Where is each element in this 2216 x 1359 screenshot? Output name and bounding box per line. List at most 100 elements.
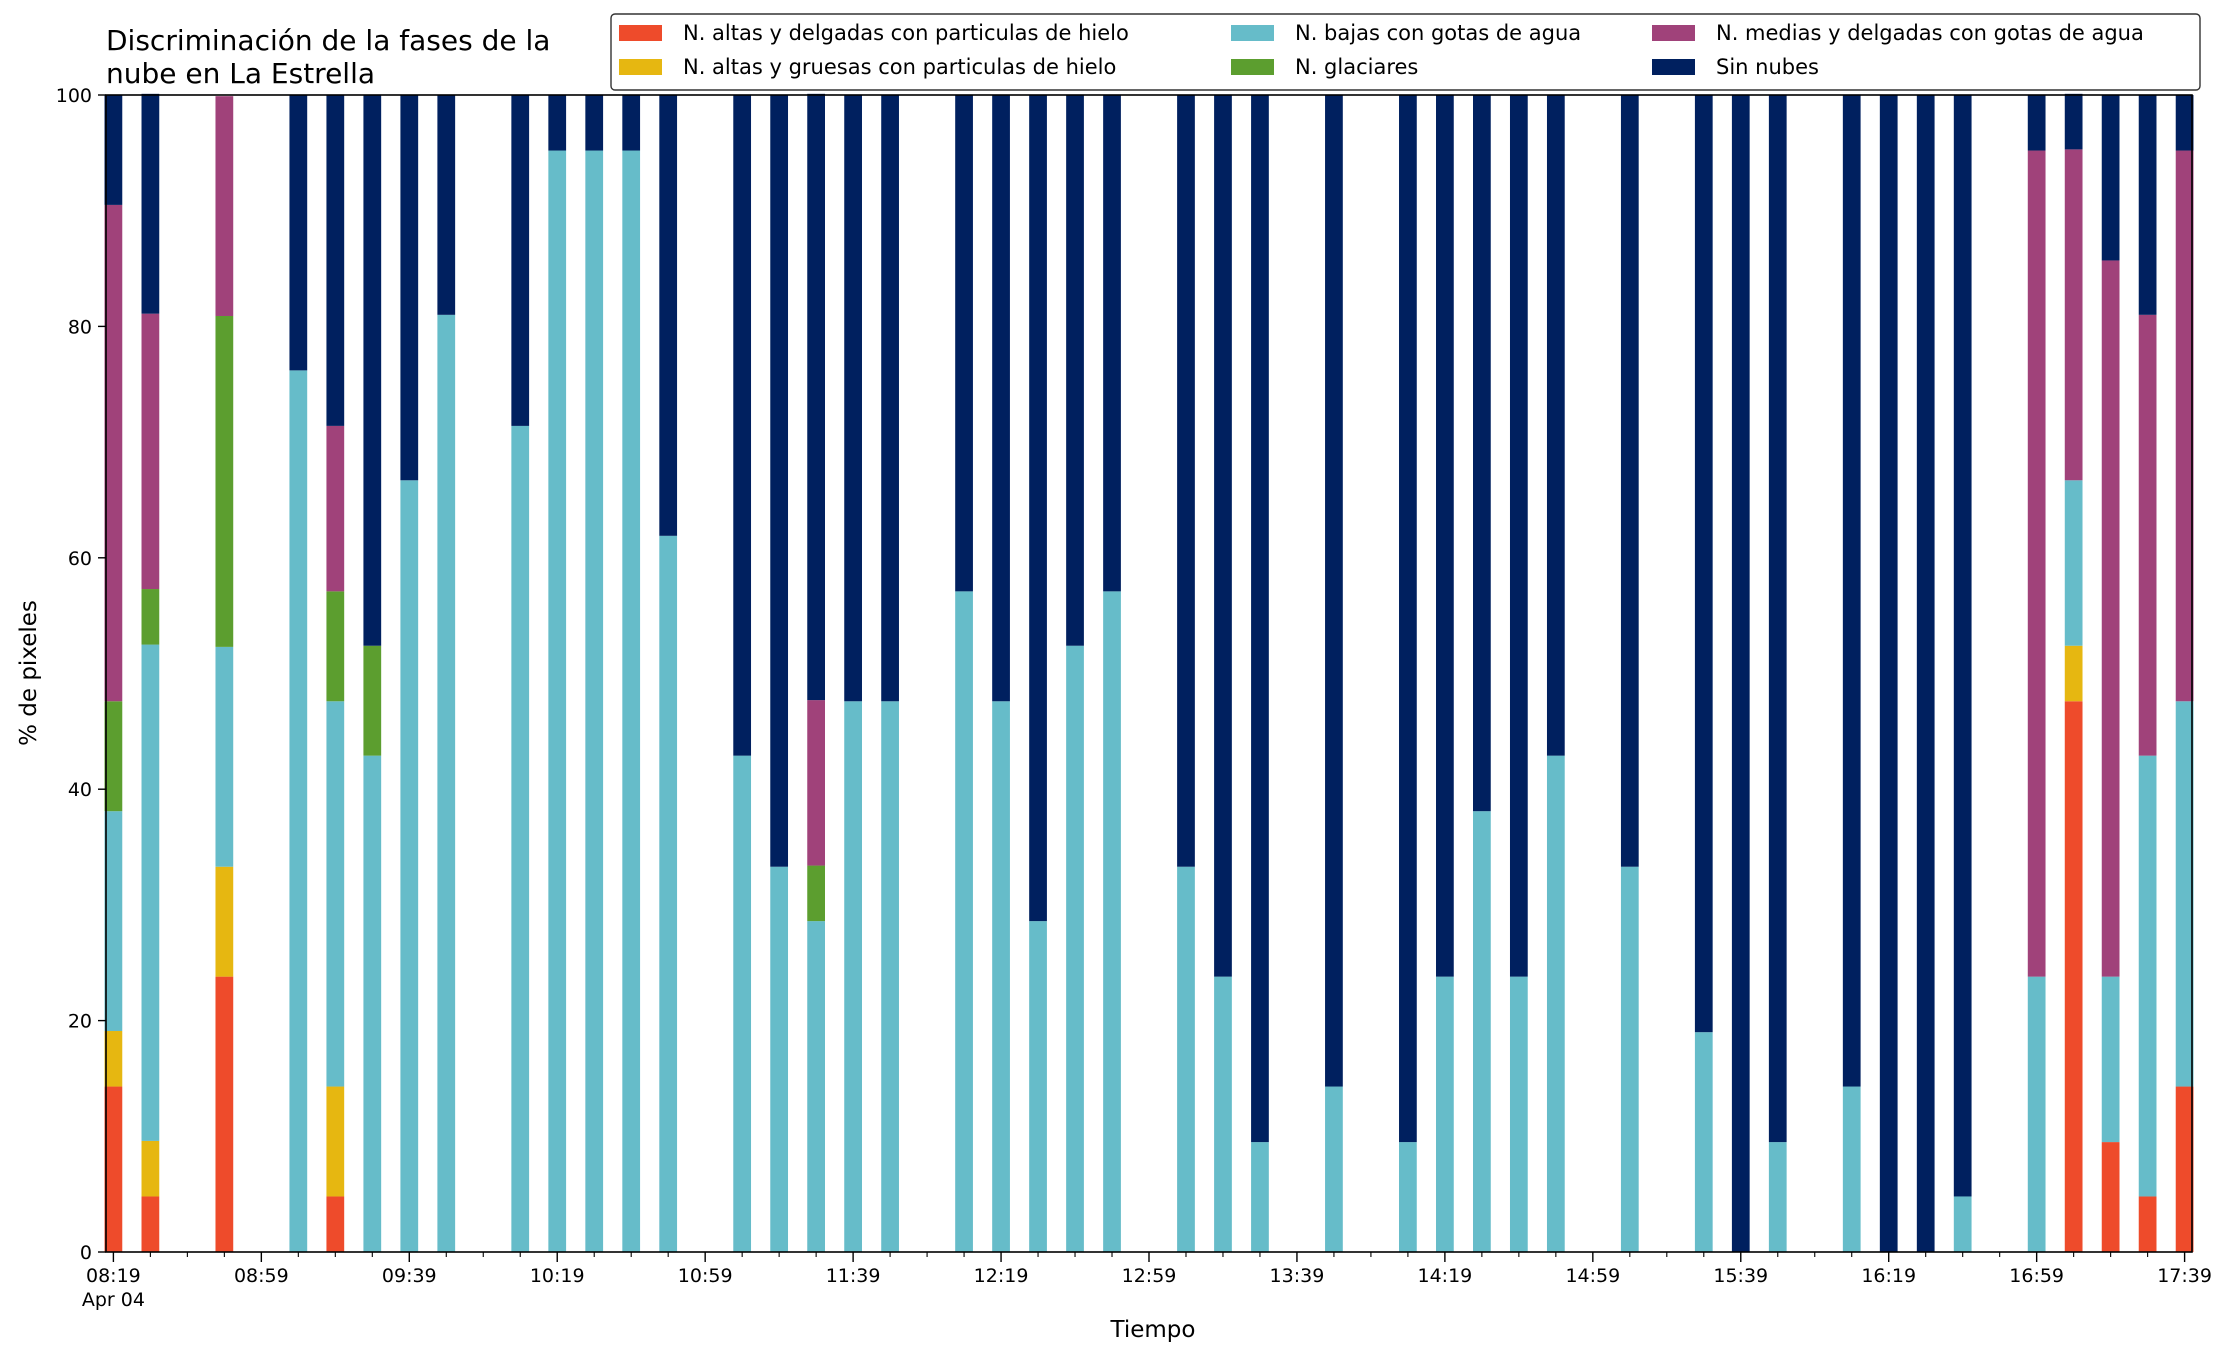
bar-segment <box>437 314 456 1253</box>
bar-segment <box>659 535 678 1252</box>
x-tick-label: 08:19 <box>86 1265 141 1287</box>
bar-segment <box>1953 95 1972 1197</box>
bar-segment <box>215 646 234 867</box>
bar-segment <box>104 1031 123 1087</box>
x-tick-label: 16:59 <box>2009 1265 2064 1287</box>
bar-segment <box>141 644 160 1141</box>
bar-segment <box>2101 260 2120 977</box>
bar-segment <box>1029 921 1047 1252</box>
x-tick-label: 16:19 <box>1861 1265 1916 1287</box>
bar-segment <box>992 701 1010 1252</box>
bar-stack <box>1509 95 1528 1252</box>
bar-segment <box>1214 95 1232 977</box>
bar-segment <box>1620 95 1639 867</box>
bar-segment <box>141 313 160 590</box>
bar-stack <box>992 95 1010 1252</box>
bar-segment <box>807 865 825 922</box>
legend-label: N. medias y delgadas con gotas de agua <box>1716 21 2144 45</box>
bar-segment <box>104 811 123 1032</box>
bar-segment <box>141 93 160 314</box>
bar-stack <box>1177 95 1195 1252</box>
bar-segment <box>807 93 825 701</box>
x-tick-label: 13:39 <box>1270 1265 1325 1287</box>
bar-segment <box>2064 701 2083 1252</box>
bar-segment <box>1509 976 1528 1252</box>
bar-segment <box>1103 591 1121 1252</box>
bar-segment <box>289 95 308 371</box>
bar-segment <box>141 1140 160 1197</box>
bar-segment <box>326 701 345 1087</box>
bar-segment <box>1177 866 1195 1252</box>
plot-frame <box>105 94 2193 1253</box>
legend-item: N. medias y delgadas con gotas de agua <box>1652 21 2144 45</box>
legend-label: Sin nubes <box>1716 55 1819 79</box>
bar-segment <box>2064 149 2083 481</box>
legend-item: N. altas y delgadas con particulas de hi… <box>619 21 1129 45</box>
bar-segment <box>326 591 345 702</box>
bar-stack <box>1546 95 1565 1252</box>
x-tick-label: 10:59 <box>678 1265 733 1287</box>
bar-stack <box>733 95 752 1252</box>
bar-segment <box>1325 1086 1343 1252</box>
bars-layer <box>104 93 2194 1253</box>
bar-segment <box>326 1086 345 1197</box>
bar-stack <box>622 95 641 1252</box>
bar-segment <box>1546 95 1565 756</box>
bar-segment <box>2138 755 2157 1197</box>
bar-segment <box>2175 701 2194 1087</box>
bar-stack <box>1214 95 1232 1252</box>
x-tick-label: 08:59 <box>234 1265 289 1287</box>
bar-segment <box>2027 95 2046 151</box>
bar-segment <box>2101 976 2120 1143</box>
legend-item: N. altas y gruesas con particulas de hie… <box>619 55 1116 79</box>
bar-segment <box>622 95 641 151</box>
bar-segment <box>326 1196 345 1252</box>
bar-segment <box>585 95 604 151</box>
bar-segment <box>1473 95 1491 812</box>
bar-segment <box>289 370 308 1252</box>
bar-segment <box>104 1086 123 1252</box>
bar-segment <box>1177 95 1195 867</box>
bar-segment <box>2138 314 2157 756</box>
bar-stack <box>1879 95 1898 1252</box>
legend-label: N. glaciares <box>1295 55 1418 79</box>
bar-segment <box>104 95 123 205</box>
bar-segment <box>807 921 825 1252</box>
x-tick-label: 12:59 <box>1122 1265 1177 1287</box>
bar-segment <box>585 150 604 1252</box>
bar-segment <box>1251 95 1269 1143</box>
bar-segment <box>1768 95 1787 1143</box>
bar-segment <box>1029 95 1047 922</box>
legend-swatch <box>1231 25 1274 41</box>
bar-stack <box>2175 95 2194 1252</box>
bar-segment <box>955 591 973 1252</box>
legend-label: N. altas y delgadas con particulas de hi… <box>683 21 1129 45</box>
legend: N. altas y delgadas con particulas de hi… <box>610 13 2201 91</box>
bar-stack <box>2138 95 2157 1252</box>
bar-stack <box>770 95 789 1252</box>
bar-segment <box>141 589 160 645</box>
bar-segment <box>326 95 345 426</box>
bar-segment <box>1546 755 1565 1252</box>
bar-stack <box>955 95 973 1252</box>
bar-segment <box>1509 95 1528 977</box>
bar-segment <box>881 701 899 1252</box>
bar-segment <box>511 95 530 426</box>
y-tick-label: 20 <box>68 1011 92 1033</box>
chart-title-line-2: nube en La Estrella <box>106 57 375 90</box>
bar-segment <box>104 204 123 702</box>
bar-segment <box>1620 866 1639 1252</box>
legend-swatch <box>1652 59 1695 75</box>
x-tick-sublabel: Apr 04 <box>82 1289 145 1311</box>
bar-stack <box>141 93 160 1252</box>
bar-segment <box>363 95 382 646</box>
x-tick-label: 12:19 <box>974 1265 1029 1287</box>
bar-stack <box>881 95 899 1252</box>
bar-stack <box>1251 95 1269 1252</box>
bar-stack <box>1029 95 1047 1252</box>
bar-stack <box>2027 95 2046 1252</box>
bar-stack <box>1473 95 1491 1252</box>
bar-stack <box>659 95 678 1252</box>
bar-segment <box>1399 95 1417 1143</box>
x-axis-label: Tiempo <box>1110 1317 1196 1343</box>
